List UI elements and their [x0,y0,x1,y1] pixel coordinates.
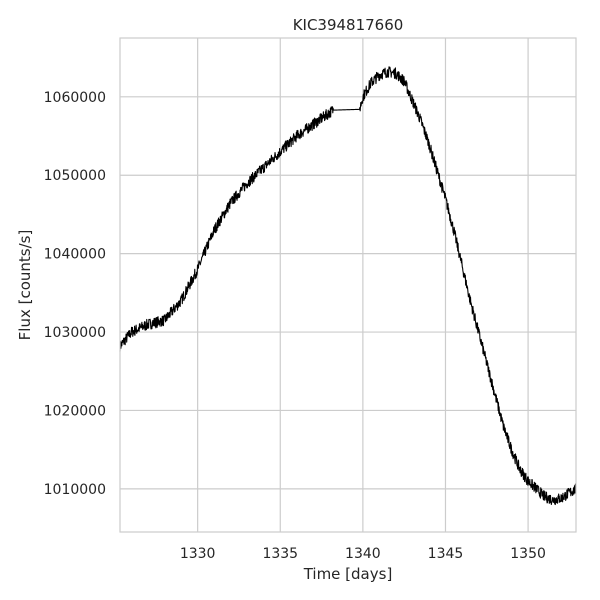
y-tick-label: 1060000 [44,90,106,106]
y-tick-label: 1050000 [44,168,106,184]
chart-title: KIC394817660 [293,16,404,34]
x-tick-label: 1330 [180,546,216,562]
x-tick-label: 1345 [428,546,464,562]
x-axis-ticks: 1330 1335 1340 1345 1350 [180,546,546,562]
x-tick-label: 1340 [345,546,381,562]
x-tick-label: 1350 [510,546,546,562]
y-tick-label: 1010000 [44,482,106,498]
y-tick-label: 1040000 [44,247,106,263]
y-axis-ticks: 1010000 1020000 1030000 1040000 1050000 10600… [44,90,106,498]
y-tick-label: 1030000 [44,325,106,341]
grid [120,38,576,532]
flux-series-line [119,66,577,506]
y-tick-label: 1020000 [44,403,106,419]
plot-area [119,66,577,506]
y-axis-label: Flux [counts/s] [16,230,34,341]
x-tick-label: 1335 [262,546,298,562]
x-axis-label: Time [days] [303,565,393,583]
plot-frame [119,37,577,533]
